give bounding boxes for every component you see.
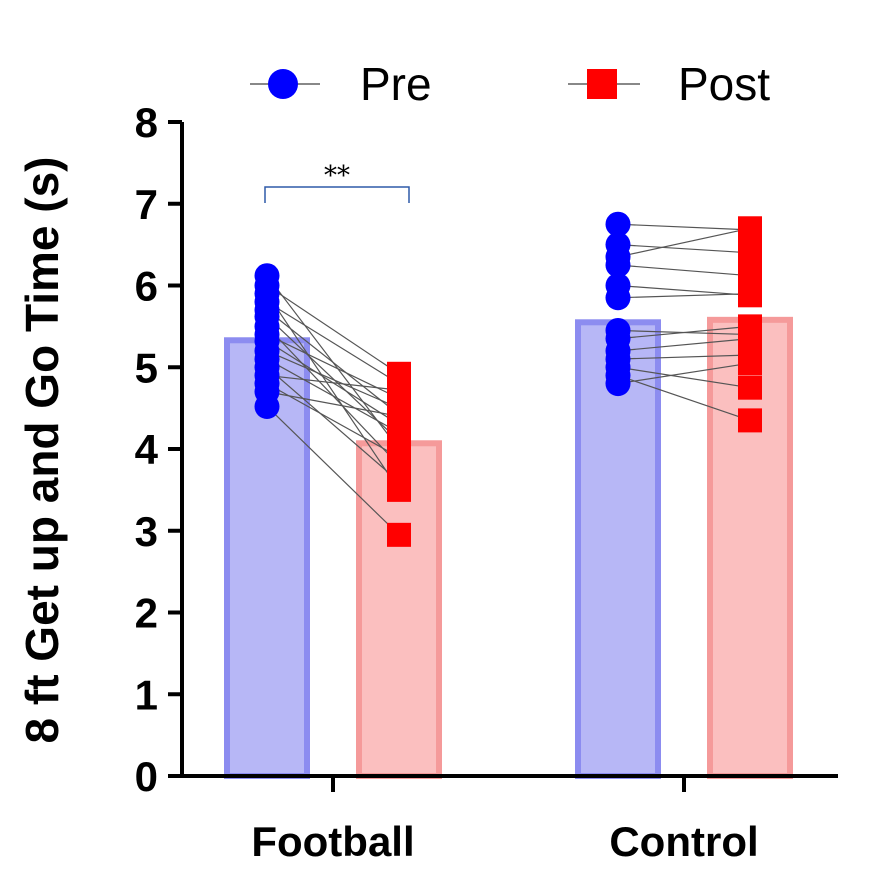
y-tick-label-8: 8 [135,99,158,146]
significance-label: ** [324,161,350,191]
pair-line-football-1 [266,285,400,375]
pair-line-control-1 [617,244,751,254]
y-tick-label-7: 7 [135,181,158,228]
legend-label-pre: Pre [360,58,432,110]
pair-line-football-14 [266,391,400,417]
y-tick-label-2: 2 [135,590,158,637]
pair-line-control-12 [617,362,751,385]
significance-bracket [264,186,410,203]
x-tick-label-football: Football [251,818,414,865]
point-pre-control-5 [605,285,631,311]
points-layer [254,211,762,547]
pair-line-football-3 [266,301,400,385]
y-tick-label-0: 0 [135,753,158,800]
point-post-control-11 [738,408,762,433]
pair-line-control-0 [617,223,751,231]
point-pre-football-15 [254,393,280,419]
point-post-football-14 [387,404,411,429]
point-pre-control-12 [605,371,631,397]
significance-layer: ** [264,161,410,203]
pair-line-control-8 [617,338,751,352]
legend: Pre Post [250,58,770,110]
pair-line-football-10 [266,358,400,434]
axes-layer: 0 1 2 3 4 5 6 7 8 Football Control [135,99,838,865]
pair-line-football-4 [266,309,400,416]
point-post-football-11 [387,469,411,494]
point-post-control-10 [738,375,762,400]
pair-line-football-11 [266,366,400,483]
pair-line-control-5 [617,293,751,299]
y-tick-label-5: 5 [135,344,158,391]
pair-line-football-2 [266,293,400,491]
y-tick-label-1: 1 [135,671,158,718]
pair-line-control-7 [617,325,751,340]
pair-line-football-9 [266,350,400,409]
x-tick-label-control: Control [609,818,758,865]
pair-line-control-10 [617,366,751,389]
y-tick-label-6: 6 [135,263,158,310]
point-pre-control-3 [605,252,631,278]
bars-layer [224,316,793,779]
point-post-control-12 [738,351,762,376]
point-pre-control-0 [605,211,631,237]
point-post-football-15 [387,522,411,547]
pair-line-control-4 [617,284,751,296]
point-post-control-5 [738,281,762,306]
point-post-control-1 [738,240,762,265]
pair-line-control-2 [617,227,751,258]
point-post-control-2 [738,216,762,241]
pair-lines-layer [266,223,751,536]
point-post-football-13 [387,445,411,470]
point-post-football-12 [387,378,411,403]
pair-line-football-12 [266,374,400,391]
pair-line-control-3 [617,264,751,277]
legend-label-post: Post [678,58,770,110]
legend-marker-pre [268,69,298,99]
y-axis-label: 8 ft Get up and Go Time (s) [16,157,68,744]
y-tick-label-3: 3 [135,508,158,555]
y-tick-label-4: 4 [135,426,159,473]
bar-control-post [707,316,793,779]
pair-line-control-9 [617,354,751,360]
pair-line-football-15 [266,406,400,536]
legend-marker-post [587,69,617,99]
pair-line-control-11 [617,374,751,421]
